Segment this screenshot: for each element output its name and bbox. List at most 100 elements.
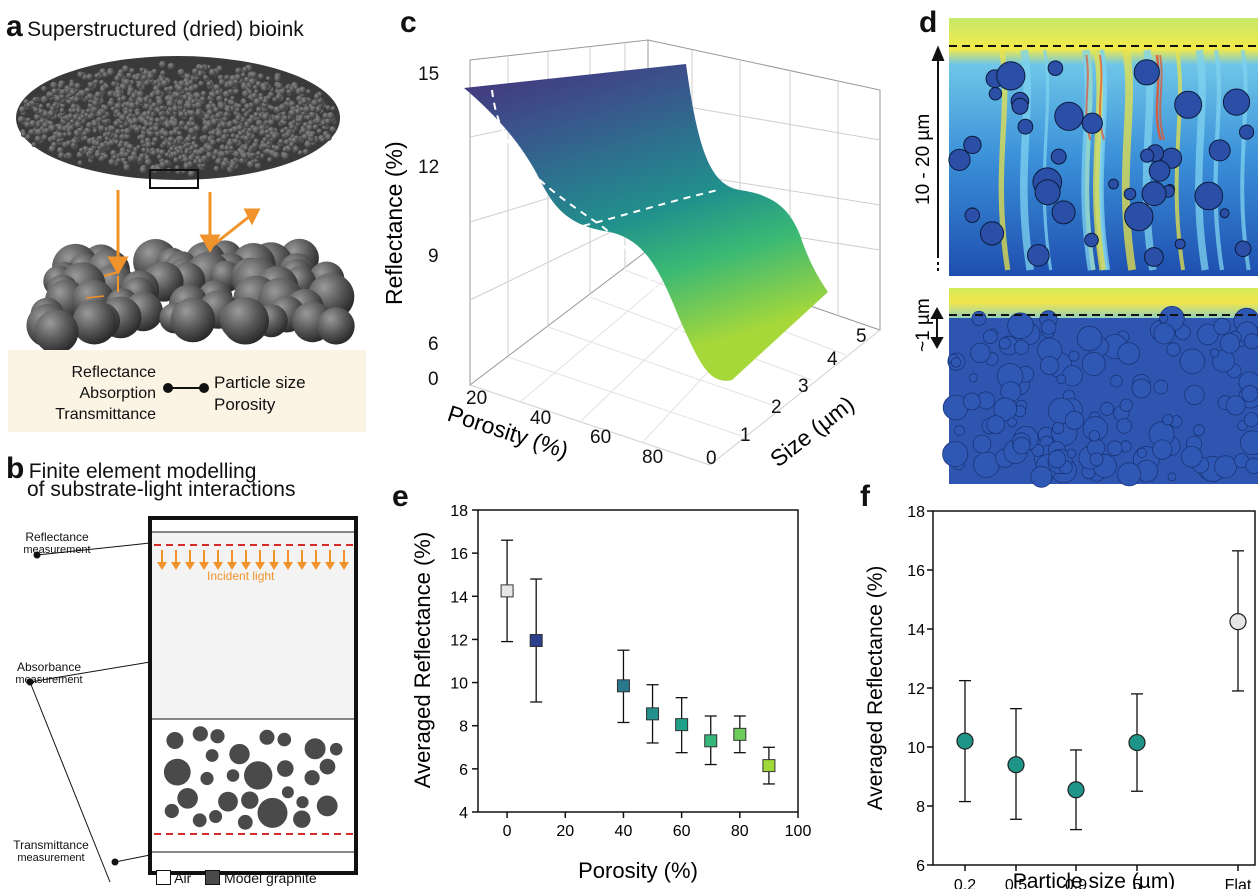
data-point [762, 759, 776, 773]
y-tick: 1 [740, 425, 751, 446]
panel-a: a Superstructured (dried) bioink [0, 0, 380, 440]
legend-air: Air [174, 870, 192, 886]
transmittance-measurement-label: Transmittance measurement [13, 838, 89, 864]
panel-a-letter: a [6, 10, 23, 43]
data-point [1128, 733, 1146, 752]
z-tick: 6 [428, 334, 439, 355]
term-porosity: Porosity [214, 395, 276, 414]
z-axis-label: Reflectance (%) [381, 141, 407, 305]
x-tick-label: 0.9 [1065, 877, 1087, 889]
y-tick-label: 16 [907, 563, 925, 580]
term-particle-size: Particle size [214, 373, 306, 392]
label-leaders [26, 542, 151, 883]
bottom-field-particles [942, 306, 1258, 488]
data-point [1067, 781, 1085, 799]
y-tick-label: 8 [459, 719, 468, 736]
bioink-disk [16, 56, 340, 180]
y-tick-label: 4 [459, 805, 468, 822]
y-tick: 4 [827, 349, 838, 370]
panel-b-title-line2: of substrate-light interactions [27, 478, 296, 501]
y-tick: 2 [771, 397, 782, 418]
term-absorption: Absorption [79, 385, 157, 402]
data-point [733, 727, 747, 741]
x-tick-label: 0.5 [1005, 877, 1027, 889]
incident-light-label: Incident light [207, 569, 275, 583]
y-tick-label: 6 [459, 762, 468, 779]
x-axis-label: Particle size (µm) [1013, 870, 1176, 889]
y-tick-label: 12 [450, 632, 468, 649]
relation-connector-icon [163, 383, 209, 393]
air-swatch [156, 870, 171, 885]
panel-f: f 6 8 10 12 14 16 18 0.2 0.5 0.9 5 Flat Averaged Re… [858, 480, 1258, 889]
panel-d-letter: d [919, 6, 938, 39]
bioink-illustration [16, 56, 355, 350]
plot-frame [932, 510, 1256, 866]
y-tick-label: 8 [916, 799, 925, 816]
y-tick-label: 10 [450, 676, 468, 693]
plot-3d-ticks: 15 12 9 6 0 20 40 60 80 0 1 2 3 4 5 [418, 64, 867, 469]
panel-c-letter: c [400, 6, 417, 39]
light-arrows [85, 190, 261, 299]
panel-b-letter: b [6, 452, 25, 485]
y-tick: 0 [706, 448, 717, 469]
data-point [1007, 756, 1025, 774]
zoom-box [149, 169, 199, 189]
panel-e: e 4 6 8 10 12 14 16 18 0 20 40 60 80 100 Averaged Ref… [382, 480, 842, 889]
panel-b-heading: b Finite element modelling [6, 452, 256, 486]
data-point [500, 584, 514, 598]
y-tick-label: 10 [907, 740, 925, 757]
x-tick: 40 [530, 408, 551, 429]
panel-a-title: Superstructured (dried) bioink [27, 18, 304, 41]
incident-light-arrows [157, 550, 349, 570]
reflectance-surface-plot: 15 12 9 6 0 20 40 60 80 0 1 2 3 4 5 Refl… [381, 39, 881, 472]
graphite-swatch [205, 870, 221, 885]
panel-e-letter: e [392, 480, 409, 513]
x-axis-label: Porosity (%) [578, 858, 698, 883]
absorbance-measurement-label: Absorbance measurement [15, 660, 83, 686]
x-tick: 20 [466, 388, 487, 409]
data-point [956, 732, 974, 750]
x-tick-label: 40 [615, 823, 633, 840]
z-tick: 12 [418, 157, 439, 178]
panel-a-heading: a Superstructured (dried) bioink [6, 10, 304, 44]
fem-legend: Air Model graphite [156, 870, 317, 886]
surface-contour-porosity [491, 89, 717, 381]
panel-d: d [905, 0, 1258, 490]
x-tick-label: 60 [673, 823, 691, 840]
x-tick-label: 0 [503, 823, 512, 840]
panel-f-letter: f [860, 480, 870, 513]
depth-scale-arrows [930, 45, 945, 350]
surface-contour-size [557, 189, 719, 233]
term-transmittance: Transmittance [55, 406, 156, 423]
term-reflectance: Reflectance [71, 364, 157, 381]
field-simulation-images: 10 - 20 µm ~1 µm [913, 18, 1258, 488]
y-tick: 5 [856, 326, 867, 347]
porosity-reflectance-chart: 4 6 8 10 12 14 16 18 0 20 40 60 80 100 Averaged Refle… [410, 503, 812, 883]
z-tick: 9 [428, 246, 439, 267]
x-tick-label: 100 [785, 823, 812, 840]
x-tick-label: 80 [731, 823, 749, 840]
data-point [675, 718, 689, 732]
x-tick-label: 0.2 [954, 877, 976, 889]
y-axis-label: Averaged Reflectance (%) [864, 566, 887, 811]
y-tick-label: 18 [450, 503, 468, 520]
x-tick-label: 20 [556, 823, 574, 840]
panel-b-title-line1: Finite element modelling [28, 460, 257, 483]
y-tick-label: 14 [450, 589, 468, 606]
z-tick: 0 [428, 369, 439, 390]
x-tick: 60 [590, 427, 611, 448]
data-point [646, 707, 660, 721]
data-point [1229, 613, 1247, 631]
y-tick-label: 16 [450, 546, 468, 563]
panel-b: b Finite element modelling of substrate-… [0, 452, 380, 889]
optical-terms: Reflectance Absorption Transmittance [55, 362, 156, 425]
y-axis-label: Averaged Reflectance (%) [410, 532, 435, 788]
panel-c: c [380, 0, 910, 480]
legend-graphite: Model graphite [224, 870, 317, 886]
fem-model-diagram [26, 516, 358, 883]
particle-size-reflectance-chart: 6 8 10 12 14 16 18 0.2 0.5 0.9 5 Flat Averaged Refl… [864, 504, 1256, 889]
top-depth-label: 10 - 20 µm [913, 114, 934, 205]
x-tick-label: Flat [1225, 877, 1252, 889]
structure-terms: Particle size Porosity [214, 372, 306, 416]
reflectance-measurement-label: Reflectance measurement [23, 530, 91, 556]
